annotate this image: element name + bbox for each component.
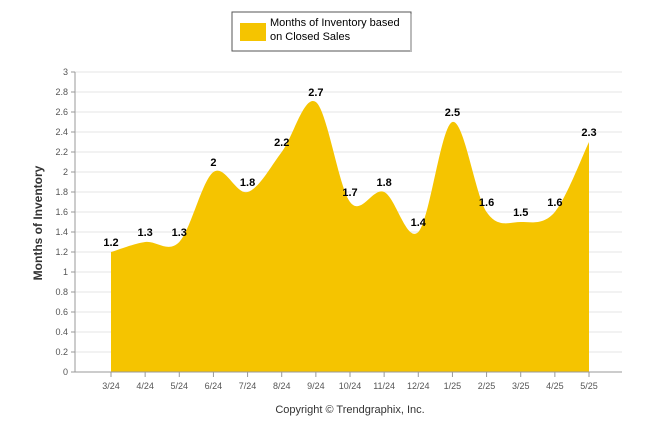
data-label: 2.5	[445, 107, 460, 119]
y-tick-label: 0.8	[55, 287, 68, 297]
y-tick-label: 3	[63, 67, 68, 77]
axes	[74, 72, 622, 373]
y-axis-ticks: 0 0.2 0.4 0.6 0.8 1 1.2 1.4 1.6 1.8 2 2.2 2.4 2.6 2.8 3	[55, 67, 75, 377]
legend-label-line2: on Closed Sales	[270, 31, 351, 43]
y-tick-label: 1.2	[55, 247, 68, 257]
x-tick-label: 3/24	[102, 381, 120, 391]
data-label: 1.3	[172, 227, 187, 239]
x-tick-label: 4/25	[546, 381, 564, 391]
x-tick-label: 9/24	[307, 381, 325, 391]
data-label: 2.3	[581, 127, 596, 139]
legend: Months of Inventory based on Closed Sale…	[231, 11, 412, 52]
x-tick-label: 7/24	[239, 381, 257, 391]
y-tick-label: 1.4	[55, 227, 68, 237]
y-tick-label: 1	[63, 267, 68, 277]
x-tick-label: 8/24	[273, 381, 291, 391]
data-label: 1.3	[137, 227, 152, 239]
x-tick-label: 3/25	[512, 381, 530, 391]
y-tick-label: 2.6	[55, 107, 68, 117]
x-tick-label: 2/25	[478, 381, 496, 391]
legend-label-line1: Months of Inventory based	[270, 17, 400, 29]
series-area	[111, 100, 589, 373]
y-tick-label: 0.4	[55, 327, 68, 337]
copyright-text: Copyright © Trendgraphix, Inc.	[275, 404, 424, 416]
x-tick-label: 4/24	[136, 381, 154, 391]
data-label: 1.5	[513, 207, 528, 219]
data-label: 1.4	[411, 217, 427, 229]
x-tick-label: 5/25	[580, 381, 598, 391]
y-tick-label: 2.8	[55, 87, 68, 97]
y-tick-label: 0.6	[55, 307, 68, 317]
data-label: 2.7	[308, 87, 323, 99]
x-tick-label: 5/24	[171, 381, 189, 391]
data-label: 1.6	[479, 197, 494, 209]
legend-box-shadow	[410, 14, 412, 52]
data-label: 1.2	[103, 237, 118, 249]
y-tick-label: 2.2	[55, 147, 68, 157]
y-tick-label: 1.6	[55, 207, 68, 217]
x-tick-label: 1/25	[444, 381, 462, 391]
x-tick-label: 10/24	[339, 381, 362, 391]
data-label: 2	[210, 157, 216, 169]
data-label: 1.8	[240, 177, 255, 189]
data-label: 2.2	[274, 137, 289, 149]
x-tick-label: 6/24	[205, 381, 223, 391]
y-tick-label: 0.2	[55, 347, 68, 357]
data-label: 1.8	[376, 177, 391, 189]
data-label: 1.7	[342, 187, 357, 199]
y-tick-label: 2.4	[55, 127, 68, 137]
x-axis-ticks: 3/24 4/24 5/24 6/24 7/24 8/24 9/24 10/24 11/24 12…	[102, 372, 598, 391]
y-tick-label: 1.8	[55, 187, 68, 197]
data-label: 1.6	[547, 197, 562, 209]
legend-swatch	[240, 23, 266, 41]
y-tick-label: 0	[63, 367, 68, 377]
data-labels: 1.2 1.3 1.3 2 1.8 2.2 2.7 1.7 1.8 1.4 2.5 1.6 1.5 1.6…	[103, 87, 596, 249]
x-tick-label: 12/24	[407, 381, 430, 391]
y-tick-label: 2	[63, 167, 68, 177]
x-tick-label: 11/24	[373, 381, 395, 391]
y-axis-title: Months of Inventory	[31, 165, 45, 280]
